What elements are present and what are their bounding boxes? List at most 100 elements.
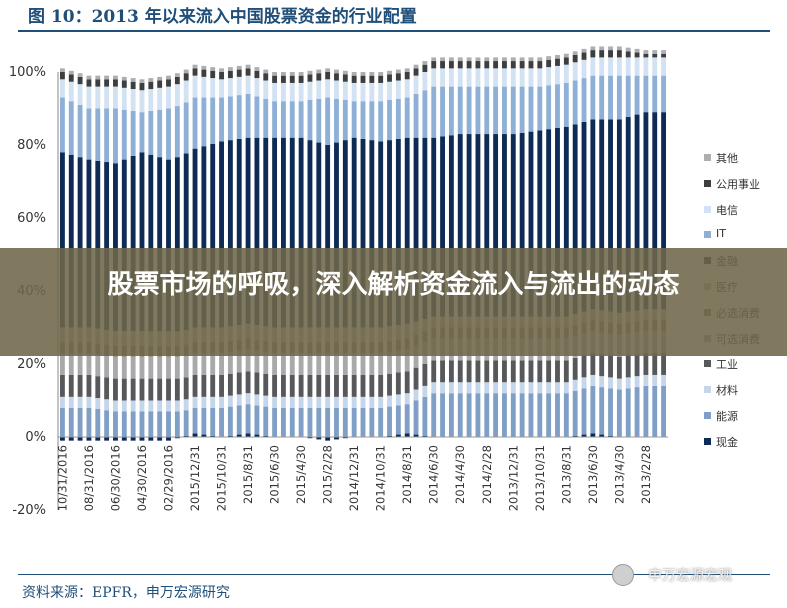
bar-segment <box>236 69 242 77</box>
bar-segment <box>475 382 481 394</box>
bar-segment <box>378 407 384 437</box>
bar-segment <box>351 353 357 375</box>
bar-segment <box>139 378 145 401</box>
bar-segment <box>475 86 481 135</box>
bar-segment <box>484 134 490 317</box>
bar-segment <box>440 61 445 69</box>
bar-segment <box>652 112 658 310</box>
bar-segment <box>661 53 667 58</box>
bar-segment <box>351 72 357 76</box>
bar-segment <box>148 154 154 332</box>
bar-segment <box>475 134 481 317</box>
y-tick-label: 80% <box>17 138 46 153</box>
bar-segment <box>245 371 251 394</box>
bar-segment <box>272 407 278 437</box>
bar-segment <box>68 396 74 408</box>
bar-segment <box>572 51 578 55</box>
bar-segment <box>395 350 401 373</box>
bar-segment <box>342 140 348 328</box>
bar-segment <box>130 78 136 82</box>
bar-segment <box>493 134 499 317</box>
bar-segment <box>166 411 171 437</box>
bar-segment <box>448 360 454 383</box>
bar-segment <box>157 109 163 158</box>
bar-segment <box>281 407 286 437</box>
bar-segment <box>643 50 649 54</box>
bar-segment <box>263 373 269 396</box>
bar-segment <box>192 353 198 375</box>
bar-segment <box>113 86 118 109</box>
bar-segment <box>210 407 216 436</box>
bar-segment <box>86 79 92 87</box>
bar-segment <box>325 353 331 375</box>
bar-segment <box>148 356 154 379</box>
x-tick-label: 2015/6/30 <box>268 445 282 504</box>
bar-segment <box>395 434 401 437</box>
bar-segment <box>457 134 463 317</box>
bar-segment <box>68 407 74 437</box>
bar-segment <box>192 68 198 76</box>
bar-segment <box>325 437 331 441</box>
bar-segment <box>236 394 242 406</box>
bar-segment <box>174 76 180 85</box>
bar-segment <box>546 382 552 394</box>
bar-segment <box>227 435 233 437</box>
bar-segment <box>537 393 543 437</box>
bar-segment <box>227 395 233 407</box>
bar-segment <box>572 435 578 437</box>
bar-segment <box>219 374 224 397</box>
bar-segment <box>634 114 640 311</box>
bar-segment <box>502 61 507 69</box>
bar-segment <box>422 385 428 397</box>
bar-segment <box>448 86 454 136</box>
bar-segment <box>519 360 525 383</box>
bar-segment <box>68 374 74 397</box>
bar-segment <box>351 407 357 437</box>
x-tick-label: 2015/2/28 <box>321 445 335 504</box>
bar-segment <box>502 134 507 317</box>
bar-segment <box>625 117 631 312</box>
x-tick-label: 2013/8/31 <box>559 445 573 504</box>
bar-segment <box>95 160 101 329</box>
bar-segment <box>307 140 313 328</box>
bar-segment <box>263 137 269 327</box>
bar-segment <box>378 396 384 408</box>
bar-segment <box>281 396 286 408</box>
bar-segment <box>334 98 339 143</box>
bar-segment <box>413 75 419 94</box>
bar-segment <box>59 407 65 437</box>
bar-segment <box>104 399 110 411</box>
x-tick-label: 2015/12/31 <box>188 445 202 511</box>
y-tick-label: 0% <box>25 430 46 445</box>
bar-segment <box>599 119 605 311</box>
bar-segment <box>316 73 322 81</box>
bar-segment <box>245 393 251 405</box>
bar-segment <box>546 129 552 317</box>
bar-segment <box>440 393 445 437</box>
bar-segment <box>351 75 357 83</box>
bar-segment <box>59 396 65 408</box>
bar-segment <box>634 75 640 115</box>
bar-segment <box>599 376 605 388</box>
bar-segment <box>404 72 410 80</box>
bar-segment <box>219 396 224 408</box>
bar-segment <box>254 78 260 97</box>
bar-segment <box>201 434 207 437</box>
bar-segment <box>192 75 198 98</box>
bar-segment <box>272 353 278 375</box>
bar-segment <box>342 74 348 82</box>
bar-segment <box>466 382 472 394</box>
bar-segment <box>625 47 631 52</box>
bar-segment <box>281 75 286 83</box>
bar-segment <box>360 407 366 437</box>
bar-segment <box>325 374 331 397</box>
bar-segment <box>395 372 401 395</box>
bar-segment <box>661 75 667 113</box>
bar-segment <box>572 80 578 125</box>
bar-segment <box>289 353 295 375</box>
bar-segment <box>201 76 207 98</box>
bar-segment <box>590 46 596 51</box>
bar-segment <box>139 437 145 441</box>
bar-segment <box>581 52 587 60</box>
legend-label: IT <box>716 227 726 241</box>
